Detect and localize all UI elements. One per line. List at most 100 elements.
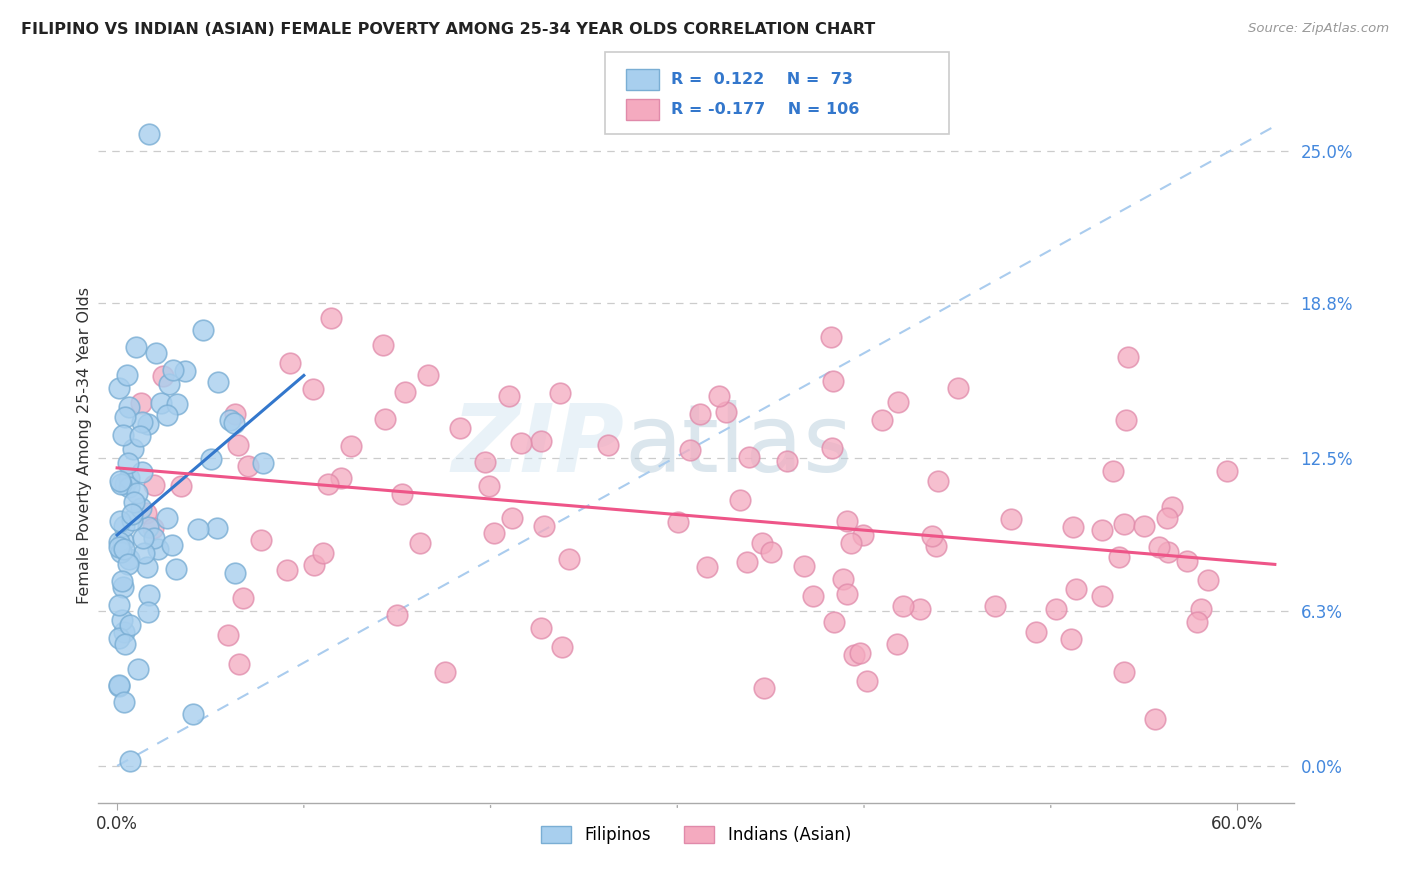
Point bbox=[118, 471, 141, 485]
Point bbox=[165, 562, 187, 576]
Point bbox=[219, 412, 242, 426]
Point bbox=[224, 566, 246, 580]
Point bbox=[852, 528, 875, 542]
Point bbox=[111, 613, 134, 627]
Point bbox=[205, 520, 228, 534]
Point bbox=[236, 458, 259, 473]
Point bbox=[1132, 519, 1154, 533]
Point bbox=[131, 396, 153, 410]
Point bbox=[108, 381, 131, 395]
Point bbox=[416, 368, 439, 382]
Point bbox=[530, 621, 553, 635]
Point bbox=[948, 381, 970, 395]
Point bbox=[910, 602, 932, 616]
Point bbox=[114, 637, 136, 651]
Point bbox=[125, 340, 148, 354]
Point bbox=[311, 546, 333, 560]
Text: atlas: atlas bbox=[624, 400, 852, 492]
Point bbox=[162, 362, 184, 376]
Point bbox=[166, 397, 188, 411]
Point bbox=[145, 345, 167, 359]
Point bbox=[530, 434, 553, 449]
Point bbox=[551, 640, 574, 655]
Point bbox=[156, 511, 179, 525]
Point bbox=[696, 560, 718, 574]
Point bbox=[1115, 412, 1137, 426]
Point bbox=[849, 646, 872, 660]
Point bbox=[276, 563, 298, 577]
Point bbox=[111, 574, 134, 589]
Point bbox=[498, 390, 520, 404]
Point bbox=[112, 542, 135, 557]
Point bbox=[112, 518, 135, 533]
Point bbox=[921, 529, 943, 543]
Point bbox=[689, 408, 711, 422]
Point bbox=[821, 441, 844, 455]
Point bbox=[558, 551, 581, 566]
Point bbox=[148, 541, 170, 556]
Point bbox=[924, 539, 946, 553]
Point bbox=[110, 476, 132, 491]
Point bbox=[801, 589, 824, 603]
Point bbox=[886, 637, 908, 651]
Point bbox=[842, 648, 865, 663]
Point bbox=[121, 507, 143, 521]
Point bbox=[187, 522, 209, 536]
Point bbox=[1175, 554, 1198, 568]
Point bbox=[1045, 602, 1067, 616]
Point bbox=[118, 552, 141, 566]
Y-axis label: Female Poverty Among 25-34 Year Olds: Female Poverty Among 25-34 Year Olds bbox=[77, 287, 91, 605]
Point bbox=[478, 479, 501, 493]
Point bbox=[228, 438, 250, 452]
Point bbox=[143, 478, 166, 492]
Point bbox=[108, 541, 131, 555]
Point bbox=[1064, 582, 1087, 597]
Point bbox=[1143, 712, 1166, 726]
Point bbox=[108, 474, 131, 488]
Point bbox=[1102, 464, 1125, 478]
Point bbox=[319, 310, 342, 325]
Point bbox=[207, 375, 229, 389]
Point bbox=[730, 492, 752, 507]
Point bbox=[136, 520, 159, 534]
Point bbox=[108, 678, 131, 692]
Point bbox=[434, 665, 457, 680]
Point bbox=[112, 428, 135, 442]
Point bbox=[132, 531, 155, 545]
Point bbox=[738, 450, 761, 465]
Point bbox=[114, 409, 136, 424]
Point bbox=[409, 535, 432, 549]
Point bbox=[835, 586, 858, 600]
Point bbox=[142, 531, 165, 545]
Point bbox=[108, 679, 131, 693]
Point bbox=[1160, 500, 1182, 515]
Point bbox=[709, 389, 731, 403]
Text: FILIPINO VS INDIAN (ASIAN) FEMALE POVERTY AMONG 25-34 YEAR OLDS CORRELATION CHAR: FILIPINO VS INDIAN (ASIAN) FEMALE POVERT… bbox=[21, 22, 876, 37]
Point bbox=[823, 615, 845, 629]
Point bbox=[374, 412, 396, 426]
Point bbox=[984, 599, 1007, 614]
Point bbox=[1147, 541, 1170, 555]
Point bbox=[887, 395, 910, 409]
Point bbox=[714, 405, 737, 419]
Point bbox=[129, 429, 152, 443]
Point bbox=[1189, 601, 1212, 615]
Text: Source: ZipAtlas.com: Source: ZipAtlas.com bbox=[1249, 22, 1389, 36]
Point bbox=[121, 442, 143, 457]
Point bbox=[278, 356, 301, 370]
Point bbox=[1060, 632, 1083, 646]
Point bbox=[112, 625, 135, 640]
Point bbox=[737, 555, 759, 569]
Point bbox=[835, 514, 858, 528]
Point bbox=[1091, 589, 1114, 603]
Point bbox=[232, 591, 254, 605]
Point bbox=[132, 546, 155, 560]
Point bbox=[228, 657, 250, 672]
Point bbox=[501, 510, 523, 524]
Point bbox=[108, 598, 131, 612]
Point bbox=[776, 454, 799, 468]
Point bbox=[108, 631, 131, 645]
Point bbox=[224, 407, 246, 421]
Point bbox=[111, 533, 134, 548]
Point bbox=[136, 417, 159, 431]
